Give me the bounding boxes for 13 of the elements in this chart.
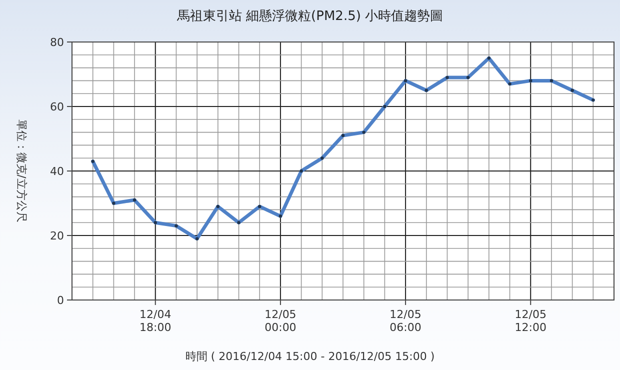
y-tick-label: 40 [50,165,64,178]
y-tick-label: 0 [57,294,64,307]
x-tick-label: 12/04 18:00 [140,308,172,334]
x-tick-label: 12/05 06:00 [390,308,422,334]
x-axis-title: 時間 ( 2016/12/04 15:00 - 2016/12/05 15:00 ) [185,350,435,363]
y-tick-label: 20 [50,230,64,242]
x-tick-label: 12/05 12:00 [514,308,546,334]
chart-title: 馬祖東引站 細懸浮微粒(PM2.5) 小時值趨勢圖 [176,9,444,24]
line-series [91,56,595,240]
x-tick-label: 12/05 00:00 [264,308,296,334]
y-tick-label: 80 [50,36,64,49]
y-axis-title: 單位：微克/立方公尺 [15,120,28,222]
y-tick-label: 60 [50,100,64,114]
